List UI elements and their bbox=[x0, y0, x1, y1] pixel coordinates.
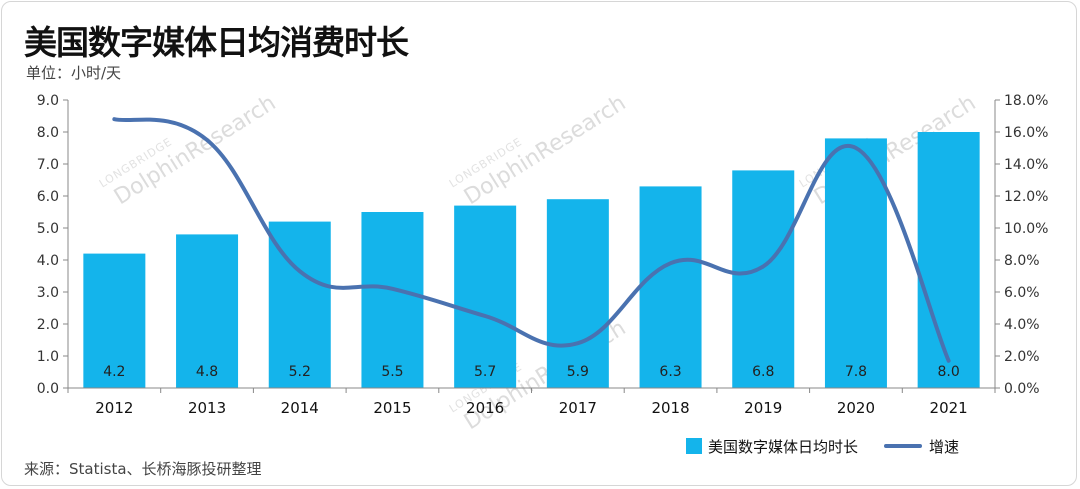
y-right-tick-label: 12.0% bbox=[1004, 189, 1048, 205]
x-tick-label: 2016 bbox=[466, 399, 504, 417]
bar-data-label: 5.5 bbox=[381, 364, 403, 380]
y-left-tick-label: 5.0 bbox=[37, 221, 59, 237]
bar-data-label: 8.0 bbox=[938, 364, 960, 380]
y-left-tick-label: 2.0 bbox=[37, 317, 59, 333]
x-tick-label: 2014 bbox=[281, 399, 319, 417]
bar-data-label: 4.2 bbox=[103, 364, 125, 380]
bar bbox=[732, 170, 795, 388]
unit-label: 单位：小时/天 bbox=[26, 64, 122, 82]
source-note: 来源：Statista、长桥海豚投研整理 bbox=[24, 460, 262, 478]
y-left-tick-label: 8.0 bbox=[37, 125, 59, 141]
y-left-tick-label: 4.0 bbox=[37, 253, 59, 269]
y-left-tick-label: 3.0 bbox=[37, 285, 59, 301]
bar-series: 4.2 4.8 5.2 5.5 5.7 5.9 6.3 6.8 7.8 8.0 bbox=[83, 132, 980, 388]
y-left-tick-label: 7.0 bbox=[37, 157, 59, 173]
bar bbox=[546, 199, 609, 388]
line-series bbox=[112, 117, 951, 363]
y-right-tick-label: 6.0% bbox=[1004, 285, 1040, 301]
y-right-tick-label: 16.0% bbox=[1004, 125, 1048, 141]
axes: 0.0 1.0 2.0 3.0 4.0 5.0 6.0 7.0 8.0 9.0 0.0% 2.0% 4.… bbox=[37, 93, 1049, 417]
y-right-tick-label: 4.0% bbox=[1004, 317, 1040, 333]
bar bbox=[917, 132, 980, 388]
x-tick-label: 2021 bbox=[930, 399, 968, 417]
x-tick-label: 2015 bbox=[373, 399, 411, 417]
y-right-tick-label: 14.0% bbox=[1004, 157, 1048, 173]
bar bbox=[454, 205, 517, 388]
y-right-tick-label: 0.0% bbox=[1004, 381, 1040, 397]
x-tick-label: 2017 bbox=[559, 399, 597, 417]
legend-swatch-bar bbox=[686, 438, 702, 454]
y-right-tick-label: 18.0% bbox=[1004, 93, 1048, 109]
legend-label-line: 增速 bbox=[929, 438, 959, 456]
bar-data-label: 6.8 bbox=[752, 364, 774, 380]
bar-data-label: 7.8 bbox=[845, 364, 867, 380]
y-left-tick-label: 6.0 bbox=[37, 189, 59, 205]
bar bbox=[361, 212, 424, 388]
watermark-text: DolphinResearch bbox=[110, 91, 280, 210]
bar bbox=[824, 138, 887, 388]
x-tick-label: 2018 bbox=[651, 399, 689, 417]
x-tick-label: 2020 bbox=[837, 399, 875, 417]
y-left-tick-label: 9.0 bbox=[37, 93, 59, 109]
y-right-tick-label: 8.0% bbox=[1004, 253, 1040, 269]
legend: 美国数字媒体日均时长 增速 bbox=[686, 438, 959, 456]
x-tick-label: 2019 bbox=[744, 399, 782, 417]
legend-label-bar: 美国数字媒体日均时长 bbox=[708, 438, 858, 456]
x-tick-label: 2012 bbox=[95, 399, 133, 417]
growth-line bbox=[112, 117, 951, 363]
bar-data-label: 5.9 bbox=[567, 364, 589, 380]
watermark-text: DolphinResearch bbox=[460, 91, 630, 210]
bar bbox=[639, 186, 702, 388]
bar bbox=[83, 253, 146, 388]
bar-data-label: 4.8 bbox=[196, 364, 218, 380]
y-right-tick-label: 2.0% bbox=[1004, 349, 1040, 365]
bar-data-label: 5.7 bbox=[474, 364, 496, 380]
y-left-tick-label: 1.0 bbox=[37, 349, 59, 365]
bar-data-label: 6.3 bbox=[659, 364, 681, 380]
chart-title: 美国数字媒体日均消费时长 bbox=[24, 23, 409, 62]
bar-data-label: 5.2 bbox=[289, 364, 311, 380]
x-tick-label: 2013 bbox=[188, 399, 226, 417]
bar bbox=[176, 234, 239, 388]
y-right-tick-label: 10.0% bbox=[1004, 221, 1048, 237]
y-left-tick-label: 0.0 bbox=[37, 381, 59, 397]
